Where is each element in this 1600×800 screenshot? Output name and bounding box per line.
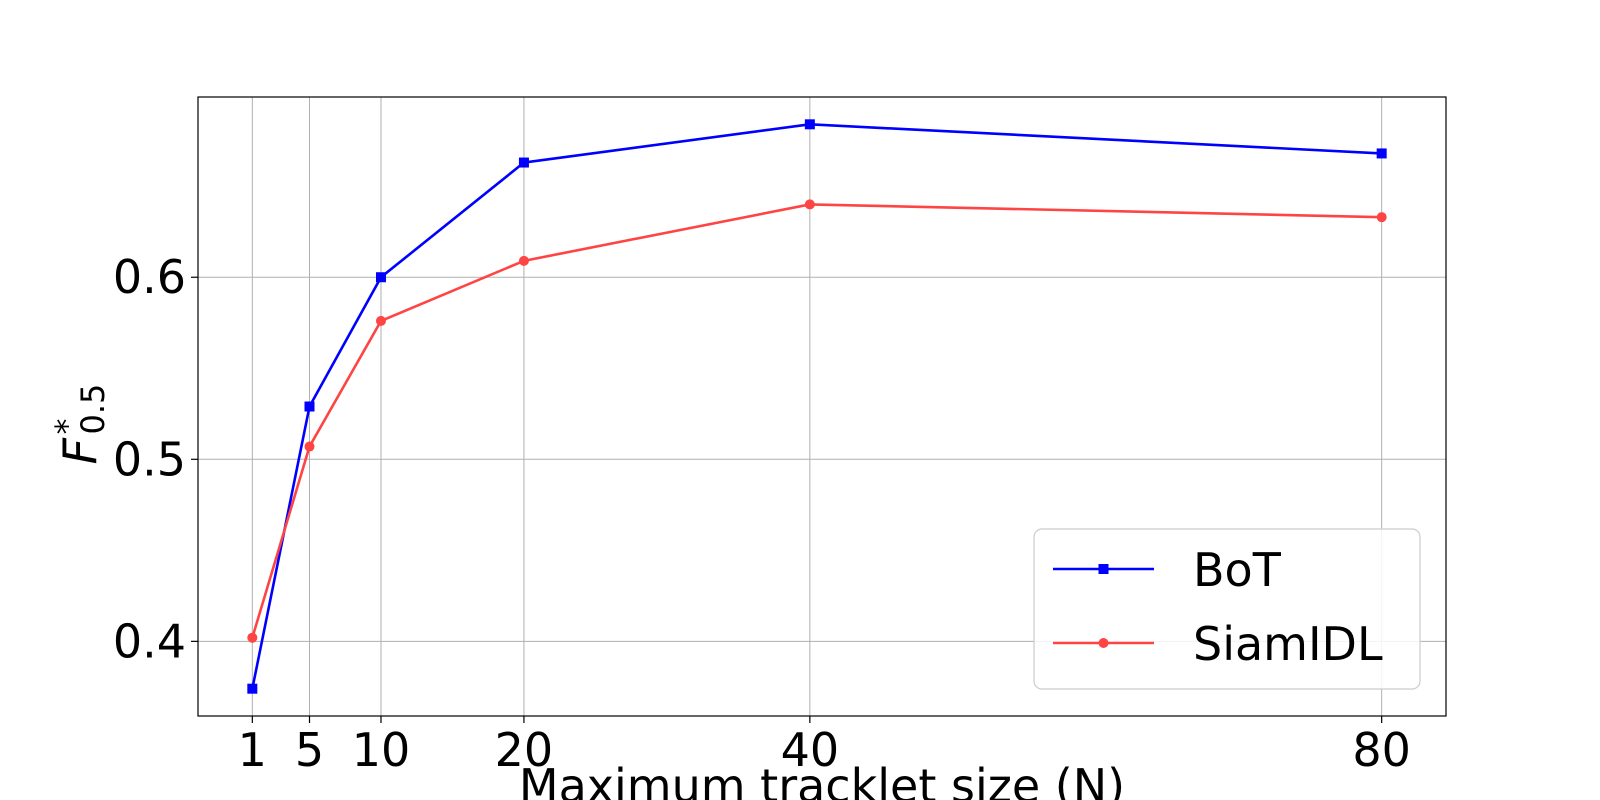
x-axis-title: Maximum tracklet size (N)	[519, 759, 1125, 800]
x-tick-label: 1	[238, 723, 267, 777]
y-axis-title-sub: 0.5	[74, 384, 112, 435]
grid	[198, 97, 1446, 716]
data-point	[375, 272, 386, 283]
data-point	[804, 119, 815, 130]
series-line-bot	[251, 123, 1382, 689]
legend: BoT SiamIDL	[1033, 528, 1421, 690]
data-point	[247, 632, 258, 643]
series-line-siamidl	[251, 203, 1382, 639]
y-tick-label: 0.5	[113, 432, 186, 486]
x-tick-label: 40	[781, 723, 840, 777]
series-layer	[247, 119, 1387, 694]
y-axis-title-base: F	[53, 438, 107, 465]
data-point	[1376, 212, 1387, 223]
y-tick-label: 0.6	[113, 250, 186, 304]
data-point	[1376, 148, 1387, 159]
x-tick-label: 5	[295, 723, 324, 777]
data-point	[304, 441, 315, 452]
plot-frame	[197, 96, 1447, 717]
x-tick-label: 10	[352, 723, 411, 777]
data-point	[518, 255, 529, 266]
data-point	[304, 401, 315, 412]
y-tick-label: 0.4	[113, 614, 186, 668]
series-siamidl	[247, 199, 1387, 643]
y-axis-title: F * 0.5	[48, 384, 112, 465]
legend-item-bot: BoT	[1053, 543, 1282, 597]
legend-item-siamidl: SiamIDL	[1053, 617, 1383, 671]
series-bot	[247, 119, 1387, 694]
legend-label: BoT	[1193, 543, 1282, 597]
legend-marker	[1098, 638, 1109, 648]
data-point	[804, 199, 815, 210]
data-point	[247, 683, 258, 694]
x-tick-label: 80	[1352, 723, 1411, 777]
legend-label: SiamIDL	[1193, 617, 1383, 671]
data-point	[375, 315, 386, 326]
y-axis-ticks: 0.4 0.5 0.6	[113, 250, 198, 668]
data-point	[518, 157, 529, 168]
x-tick-label: 20	[495, 723, 554, 777]
legend-marker	[1098, 564, 1109, 574]
y-axis-title-sup: *	[48, 419, 86, 435]
x-axis-ticks: 1 5 10 20 40 80	[238, 716, 1411, 777]
